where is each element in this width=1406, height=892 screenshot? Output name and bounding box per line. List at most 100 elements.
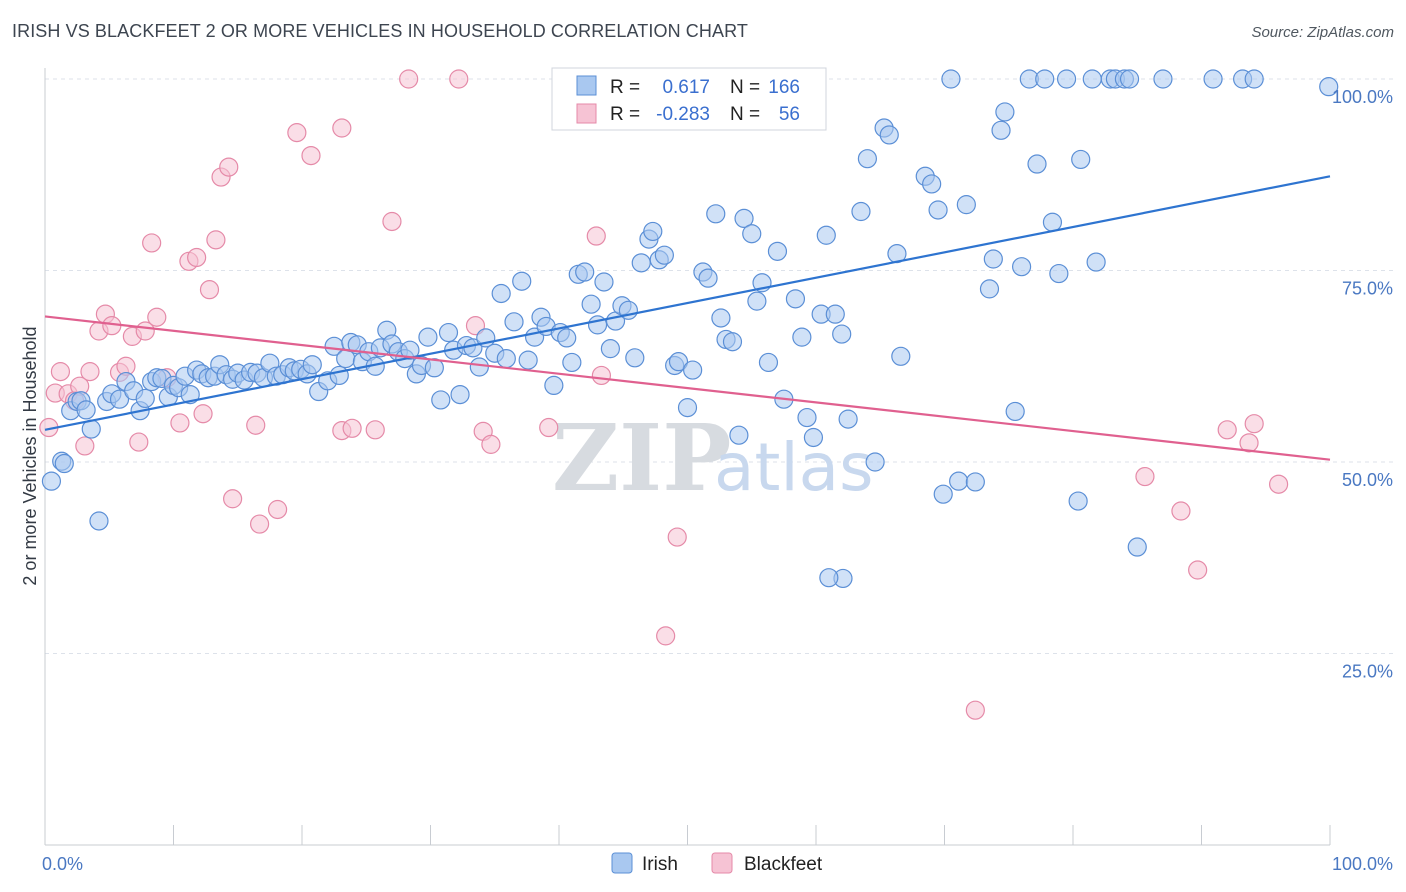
irish-point xyxy=(792,327,812,347)
blackfeet-point xyxy=(1239,433,1259,453)
blackfeet-point xyxy=(667,527,687,547)
irish-point xyxy=(581,294,601,314)
irish-point xyxy=(767,241,788,261)
irish-point xyxy=(803,427,824,448)
irish-point xyxy=(851,201,871,222)
blackfeet-point xyxy=(1217,420,1237,440)
blackfeet-point xyxy=(142,233,162,253)
irish-point xyxy=(594,272,614,292)
irish-point xyxy=(518,350,538,370)
irish-point xyxy=(785,289,806,309)
blackfeet-points xyxy=(39,69,1289,720)
irish-point xyxy=(496,348,516,369)
axes xyxy=(44,68,1331,846)
blackfeet-point xyxy=(170,413,190,433)
irish-point xyxy=(41,471,62,491)
irish-point xyxy=(329,365,349,386)
irish-point xyxy=(857,149,878,169)
irish-point xyxy=(431,390,451,410)
blackfeet-point xyxy=(342,418,362,438)
blackfeet-point xyxy=(50,362,71,382)
irish-point xyxy=(1153,69,1173,89)
irish-point xyxy=(825,304,845,324)
irish-point xyxy=(557,328,577,348)
y-tick-label: 75.0% xyxy=(1342,279,1393,299)
irish-point xyxy=(747,291,767,311)
blackfeet-point xyxy=(187,247,207,268)
stats-irish-n-value: 166 xyxy=(768,77,800,98)
irish-point xyxy=(302,355,322,375)
blackfeet-point xyxy=(332,118,352,138)
blackfeet-point xyxy=(481,434,501,454)
irish-point xyxy=(729,425,749,445)
irish-point xyxy=(76,400,96,420)
irish-point xyxy=(469,357,489,377)
irish-point xyxy=(504,312,524,332)
stats-irish-r-label: R = xyxy=(610,77,640,98)
tick-labels: 25.0% 50.0% 75.0% 100.0% 0.0% 100.0% xyxy=(42,87,1393,874)
legend-irish-swatch[interactable] xyxy=(611,852,633,874)
irish-point xyxy=(643,221,663,242)
irish-point xyxy=(1086,252,1106,272)
blackfeet-point xyxy=(147,307,167,327)
y-tick-label: 100.0% xyxy=(1332,87,1393,107)
stats-blackfeet-n-label: N = xyxy=(730,104,760,125)
irish-point xyxy=(1049,263,1069,284)
blackfeet-point xyxy=(1171,501,1191,521)
irish-point xyxy=(1005,401,1025,422)
blackfeet-point xyxy=(586,226,606,246)
irish-point xyxy=(949,471,969,491)
irish-point xyxy=(544,375,564,395)
legend-blackfeet-swatch[interactable] xyxy=(711,852,733,874)
blackfeet-point xyxy=(656,626,676,646)
irish-point xyxy=(734,208,754,229)
irish-point xyxy=(109,389,130,409)
irish-point xyxy=(991,120,1011,140)
irish-point xyxy=(979,279,1000,299)
irish-point xyxy=(677,398,698,418)
irish-point xyxy=(1042,212,1063,232)
blackfeet-point xyxy=(246,415,266,435)
blackfeet-point xyxy=(223,489,243,509)
irish-point xyxy=(722,332,743,352)
stats-box: R = 0.617 N = 166 R = -0.283 N = 56 xyxy=(551,67,827,131)
irish-point xyxy=(491,283,511,304)
legend-blackfeet-label: Blackfeet xyxy=(744,854,823,875)
blackfeet-point xyxy=(591,365,612,386)
x-tick-label: 0.0% xyxy=(42,854,83,874)
irish-point xyxy=(698,268,718,288)
x-tick-label: 100.0% xyxy=(1332,854,1393,874)
watermark-zip: ZIP xyxy=(552,404,731,512)
irish-point xyxy=(668,352,689,372)
irish-point xyxy=(922,174,942,194)
stats-blackfeet-n-value: 56 xyxy=(779,104,800,125)
y-axis-label: 2 or more Vehicles in Household xyxy=(20,326,40,585)
y-tick-label: 50.0% xyxy=(1342,470,1393,490)
legend: Irish Blackfeet xyxy=(611,852,823,875)
stats-irish-n-label: N = xyxy=(730,77,760,98)
blackfeet-point xyxy=(1244,414,1264,434)
legend-irish-label: Irish xyxy=(642,854,678,875)
irish-point xyxy=(654,245,674,265)
source-credit: Source: ZipAtlas.com xyxy=(1251,24,1394,41)
blackfeet-point xyxy=(287,123,307,143)
blackfeet-point xyxy=(965,700,985,720)
irish-point xyxy=(956,195,976,215)
blackfeet-point xyxy=(1135,466,1155,487)
blackfeet-point xyxy=(1188,560,1208,580)
irish-point xyxy=(631,253,651,273)
blackfeet-point xyxy=(206,230,226,250)
stats-irish-r-value: 0.617 xyxy=(662,77,710,98)
blackfeet-point xyxy=(465,316,486,336)
stats-blackfeet-swatch xyxy=(576,103,597,124)
y-tick-label: 25.0% xyxy=(1342,662,1393,682)
irish-point xyxy=(891,346,911,366)
irish-point xyxy=(879,125,899,145)
irish-point xyxy=(512,271,532,291)
irish-point xyxy=(89,511,109,531)
irish-point xyxy=(450,384,470,405)
blackfeet-trend-line xyxy=(44,315,1331,461)
blackfeet-point xyxy=(399,69,419,89)
blackfeet-point xyxy=(199,280,220,300)
chart-title: IRISH VS BLACKFEET 2 OR MORE VEHICLES IN… xyxy=(12,21,748,41)
